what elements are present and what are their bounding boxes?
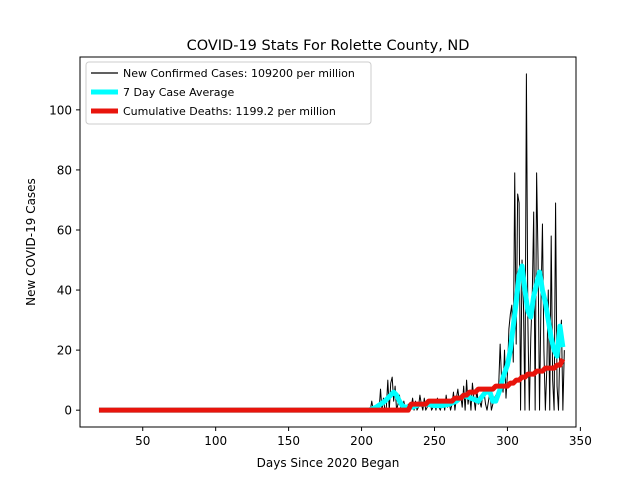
y-axis-label: New COVID-19 Cases	[24, 178, 38, 306]
series-layer	[98, 73, 566, 413]
y-axis: 0 20 40 60 80 100	[49, 103, 80, 418]
x-tick-label: 50	[135, 434, 150, 448]
chart-title: COVID-19 Stats For Rolette County, ND	[187, 38, 470, 54]
x-tick-label: 150	[277, 434, 300, 448]
legend-label-average: 7 Day Case Average	[123, 86, 235, 99]
legend: New Confirmed Cases: 109200 per million …	[85, 61, 372, 125]
x-tick-label: 250	[423, 434, 446, 448]
y-tick-label: 40	[57, 284, 72, 298]
legend-label-cases: New Confirmed Cases: 109200 per million	[123, 67, 355, 80]
legend-label-deaths: Cumulative Deaths: 1199.2 per million	[123, 105, 336, 118]
y-tick-label: 0	[64, 404, 72, 418]
y-tick-label: 80	[57, 163, 72, 177]
x-axis: 50 100 150 200 250 300 350	[135, 427, 592, 448]
y-tick-label: 100	[49, 103, 72, 117]
x-tick-label: 200	[350, 434, 373, 448]
series-line-2	[98, 358, 566, 413]
plot-frame	[79, 56, 577, 428]
y-tick-label: 20	[57, 344, 72, 358]
x-axis-label: Days Since 2020 Began	[257, 456, 400, 470]
legend-box	[85, 61, 372, 125]
x-tick-label: 300	[496, 434, 519, 448]
y-tick-label: 60	[57, 223, 72, 237]
x-tick-label: 100	[204, 434, 227, 448]
x-tick-label: 350	[569, 434, 592, 448]
series-line-1	[98, 263, 566, 413]
